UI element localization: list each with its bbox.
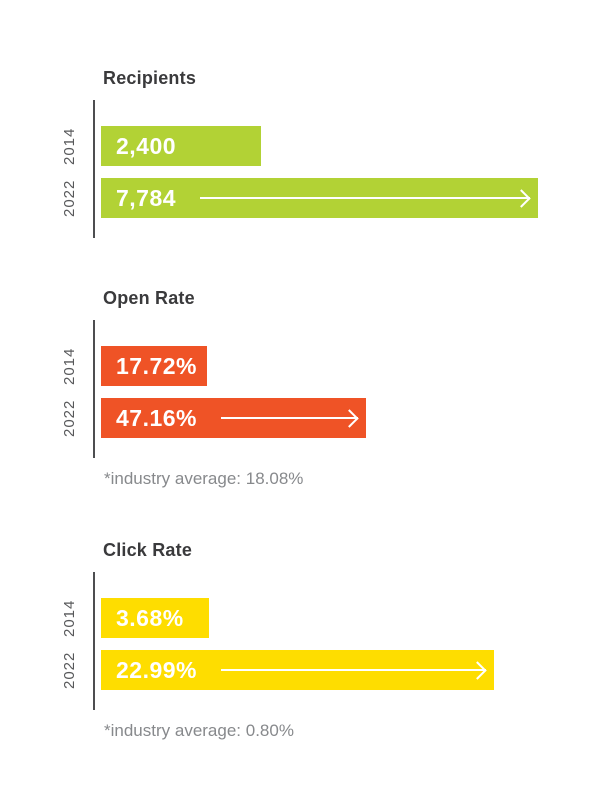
chart-section-click-rate: Click Rate 2014 3.68% 2022 22.99% (0, 540, 600, 742)
chart-section-recipients: Recipients 2014 2,400 2022 7,784 (0, 68, 600, 238)
arrow-head (468, 660, 487, 680)
section-title-open-rate: Open Rate (103, 288, 195, 308)
bar-open-rate-2022: 47.16% (101, 398, 366, 438)
category-label-2022: 2022 (61, 399, 78, 437)
arrow-head (512, 188, 531, 208)
growth-arrow-icon (200, 188, 531, 208)
bar-row-click-rate-2022: 2022 22.99% (61, 650, 600, 690)
growth-arrow-icon (221, 408, 359, 428)
category-label-2014: 2014 (61, 127, 78, 165)
bar-row-recipients-2014: 2014 2,400 (61, 126, 600, 166)
arrow-line (200, 197, 530, 199)
bar-recipients-2022: 7,784 (101, 178, 538, 218)
industry-average-note-click-rate: *industry average: 0.80% (104, 721, 294, 740)
industry-average-note-open-rate: *industry average: 18.08% (104, 469, 304, 488)
bar-row-click-rate-2014: 2014 3.68% (61, 598, 600, 638)
plot-area-recipients: 2014 2,400 2022 7,784 (61, 100, 600, 238)
category-label-2022: 2022 (61, 651, 78, 689)
bar-value-label: 7,784 (116, 184, 177, 211)
plot-area-click-rate: 2014 3.68% 2022 22.99% (61, 572, 600, 710)
arrow-line (221, 669, 486, 671)
bar-recipients-2014: 2,400 (101, 126, 261, 166)
arrow-head (340, 408, 359, 428)
email-marketing-stats-chart: Recipients 2014 2,400 2022 7,784 (0, 68, 600, 742)
bar-click-rate-2014: 3.68% (101, 598, 209, 638)
arrow-line (221, 417, 358, 419)
category-label-2022: 2022 (61, 179, 78, 217)
axis-line (93, 572, 95, 710)
axis-line (93, 100, 95, 238)
axis-line (93, 320, 95, 458)
category-label-2014: 2014 (61, 599, 78, 637)
bar-value-label: 22.99% (116, 656, 198, 683)
section-title-click-rate: Click Rate (103, 540, 193, 560)
category-label-2014: 2014 (61, 347, 78, 385)
bar-value-label: 3.68% (116, 604, 184, 631)
bar-click-rate-2022: 22.99% (101, 650, 494, 690)
bar-value-label: 17.72% (116, 352, 198, 379)
bar-row-open-rate-2014: 2014 17.72% (61, 346, 600, 386)
chart-section-open-rate: Open Rate 2014 17.72% 2022 47.16% (0, 288, 600, 490)
growth-arrow-icon (221, 660, 487, 680)
bar-value-label: 47.16% (116, 404, 198, 431)
bar-row-open-rate-2022: 2022 47.16% (61, 398, 600, 438)
plot-area-open-rate: 2014 17.72% 2022 47.16% (61, 320, 600, 458)
bar-value-label: 2,400 (116, 132, 177, 159)
bar-open-rate-2014: 17.72% (101, 346, 207, 386)
bar-row-recipients-2022: 2022 7,784 (61, 178, 600, 218)
section-title-recipients: Recipients (103, 68, 197, 88)
